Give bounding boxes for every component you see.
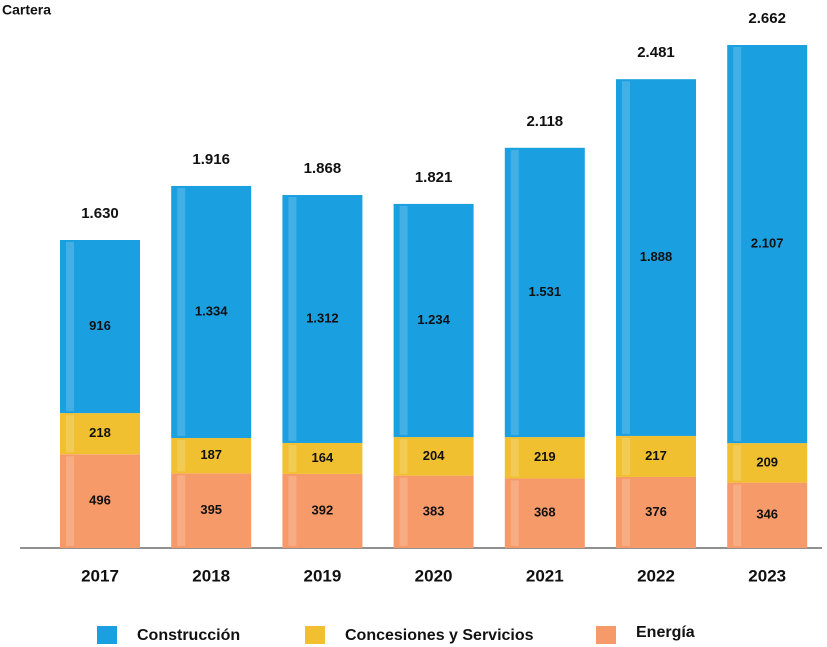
- bar-shine: [399, 439, 408, 474]
- bar-segment: [393, 437, 474, 476]
- data-label: 1.531: [529, 284, 562, 299]
- data-label: 187: [200, 447, 222, 462]
- total-label: 2.662: [748, 10, 786, 27]
- data-label: 496: [89, 493, 111, 508]
- bar-segment: [282, 473, 363, 548]
- x-tick-label: 2022: [637, 566, 675, 585]
- bar-segment: [282, 442, 363, 474]
- bar-segment: [171, 438, 252, 474]
- data-label: 395: [200, 502, 222, 517]
- bar-segment: [60, 454, 140, 548]
- data-label: 1.234: [417, 312, 450, 327]
- chart-title: Cartera: [2, 2, 51, 18]
- data-label: 392: [312, 502, 334, 517]
- bar-shine: [177, 440, 186, 472]
- bar-shine: [177, 475, 186, 546]
- x-tick-label: 2018: [192, 566, 230, 585]
- data-label: 368: [534, 505, 556, 520]
- x-tick-label: 2017: [81, 566, 119, 585]
- legend-swatch: [305, 626, 325, 644]
- total-label: 1.821: [415, 169, 453, 186]
- legend-swatch: [97, 626, 117, 644]
- bar-segment: [727, 482, 808, 548]
- bar-shine: [510, 480, 519, 546]
- data-label: 383: [423, 503, 445, 518]
- legend-label: Concesiones y Servicios: [345, 627, 534, 644]
- data-label: 346: [756, 507, 778, 522]
- data-label: 1.334: [195, 303, 228, 318]
- x-tick-label: 2021: [526, 566, 564, 585]
- bar-segment: [727, 45, 808, 444]
- data-label: 1.888: [640, 249, 673, 264]
- bar-shine: [177, 187, 186, 437]
- bar-shine: [399, 205, 408, 436]
- bar-segment: [393, 203, 474, 438]
- data-label: 164: [312, 450, 334, 465]
- data-label: 217: [645, 448, 667, 463]
- bar-segment: [504, 478, 585, 548]
- bar-shine: [66, 456, 74, 546]
- bar-shine: [622, 437, 630, 475]
- total-label: 1.868: [304, 160, 342, 177]
- bar-shine: [66, 415, 74, 453]
- bar-segment: [60, 413, 140, 455]
- bar-shine: [510, 439, 519, 477]
- bar-shine: [733, 484, 742, 546]
- bar-segment: [171, 185, 252, 439]
- data-label: 209: [756, 454, 778, 469]
- bar-shine: [622, 478, 630, 546]
- bar-shine: [733, 47, 742, 442]
- bar-shine: [733, 445, 742, 481]
- legend-label: Energía: [636, 624, 695, 641]
- bar-segment: [504, 147, 585, 438]
- bar-shine: [66, 242, 74, 412]
- bar-segment: [60, 240, 140, 414]
- legend-swatch: [596, 626, 616, 644]
- data-label: 219: [534, 449, 556, 464]
- total-label: 1.916: [192, 151, 230, 168]
- bar-segment: [616, 79, 696, 436]
- bar-segment: [504, 437, 585, 479]
- total-label: 2.481: [637, 44, 675, 61]
- bar-segment: [393, 475, 474, 548]
- x-tick-label: 2023: [748, 566, 786, 585]
- bar-shine: [510, 149, 519, 436]
- bar-shine: [622, 81, 630, 434]
- total-label: 2.118: [526, 113, 563, 130]
- data-label: 376: [645, 504, 667, 519]
- data-label: 218: [89, 425, 111, 440]
- data-label: 2.107: [751, 236, 784, 251]
- bar-segment: [171, 473, 252, 548]
- bar-shine: [288, 444, 297, 472]
- bar-segment: [282, 195, 363, 443]
- total-label: 1.630: [81, 205, 119, 222]
- data-label: 204: [423, 448, 445, 463]
- data-label: 1.312: [306, 310, 339, 325]
- x-tick-label: 2020: [415, 566, 453, 585]
- data-label: 916: [89, 318, 111, 333]
- bar-shine: [399, 477, 408, 546]
- bar-shine: [288, 475, 297, 546]
- bar-shine: [288, 197, 297, 441]
- legend-label: Construcción: [137, 627, 240, 644]
- x-tick-label: 2019: [303, 566, 341, 585]
- bar-segment: [616, 435, 696, 477]
- bar-segment: [616, 476, 696, 548]
- bar-segment: [727, 443, 808, 483]
